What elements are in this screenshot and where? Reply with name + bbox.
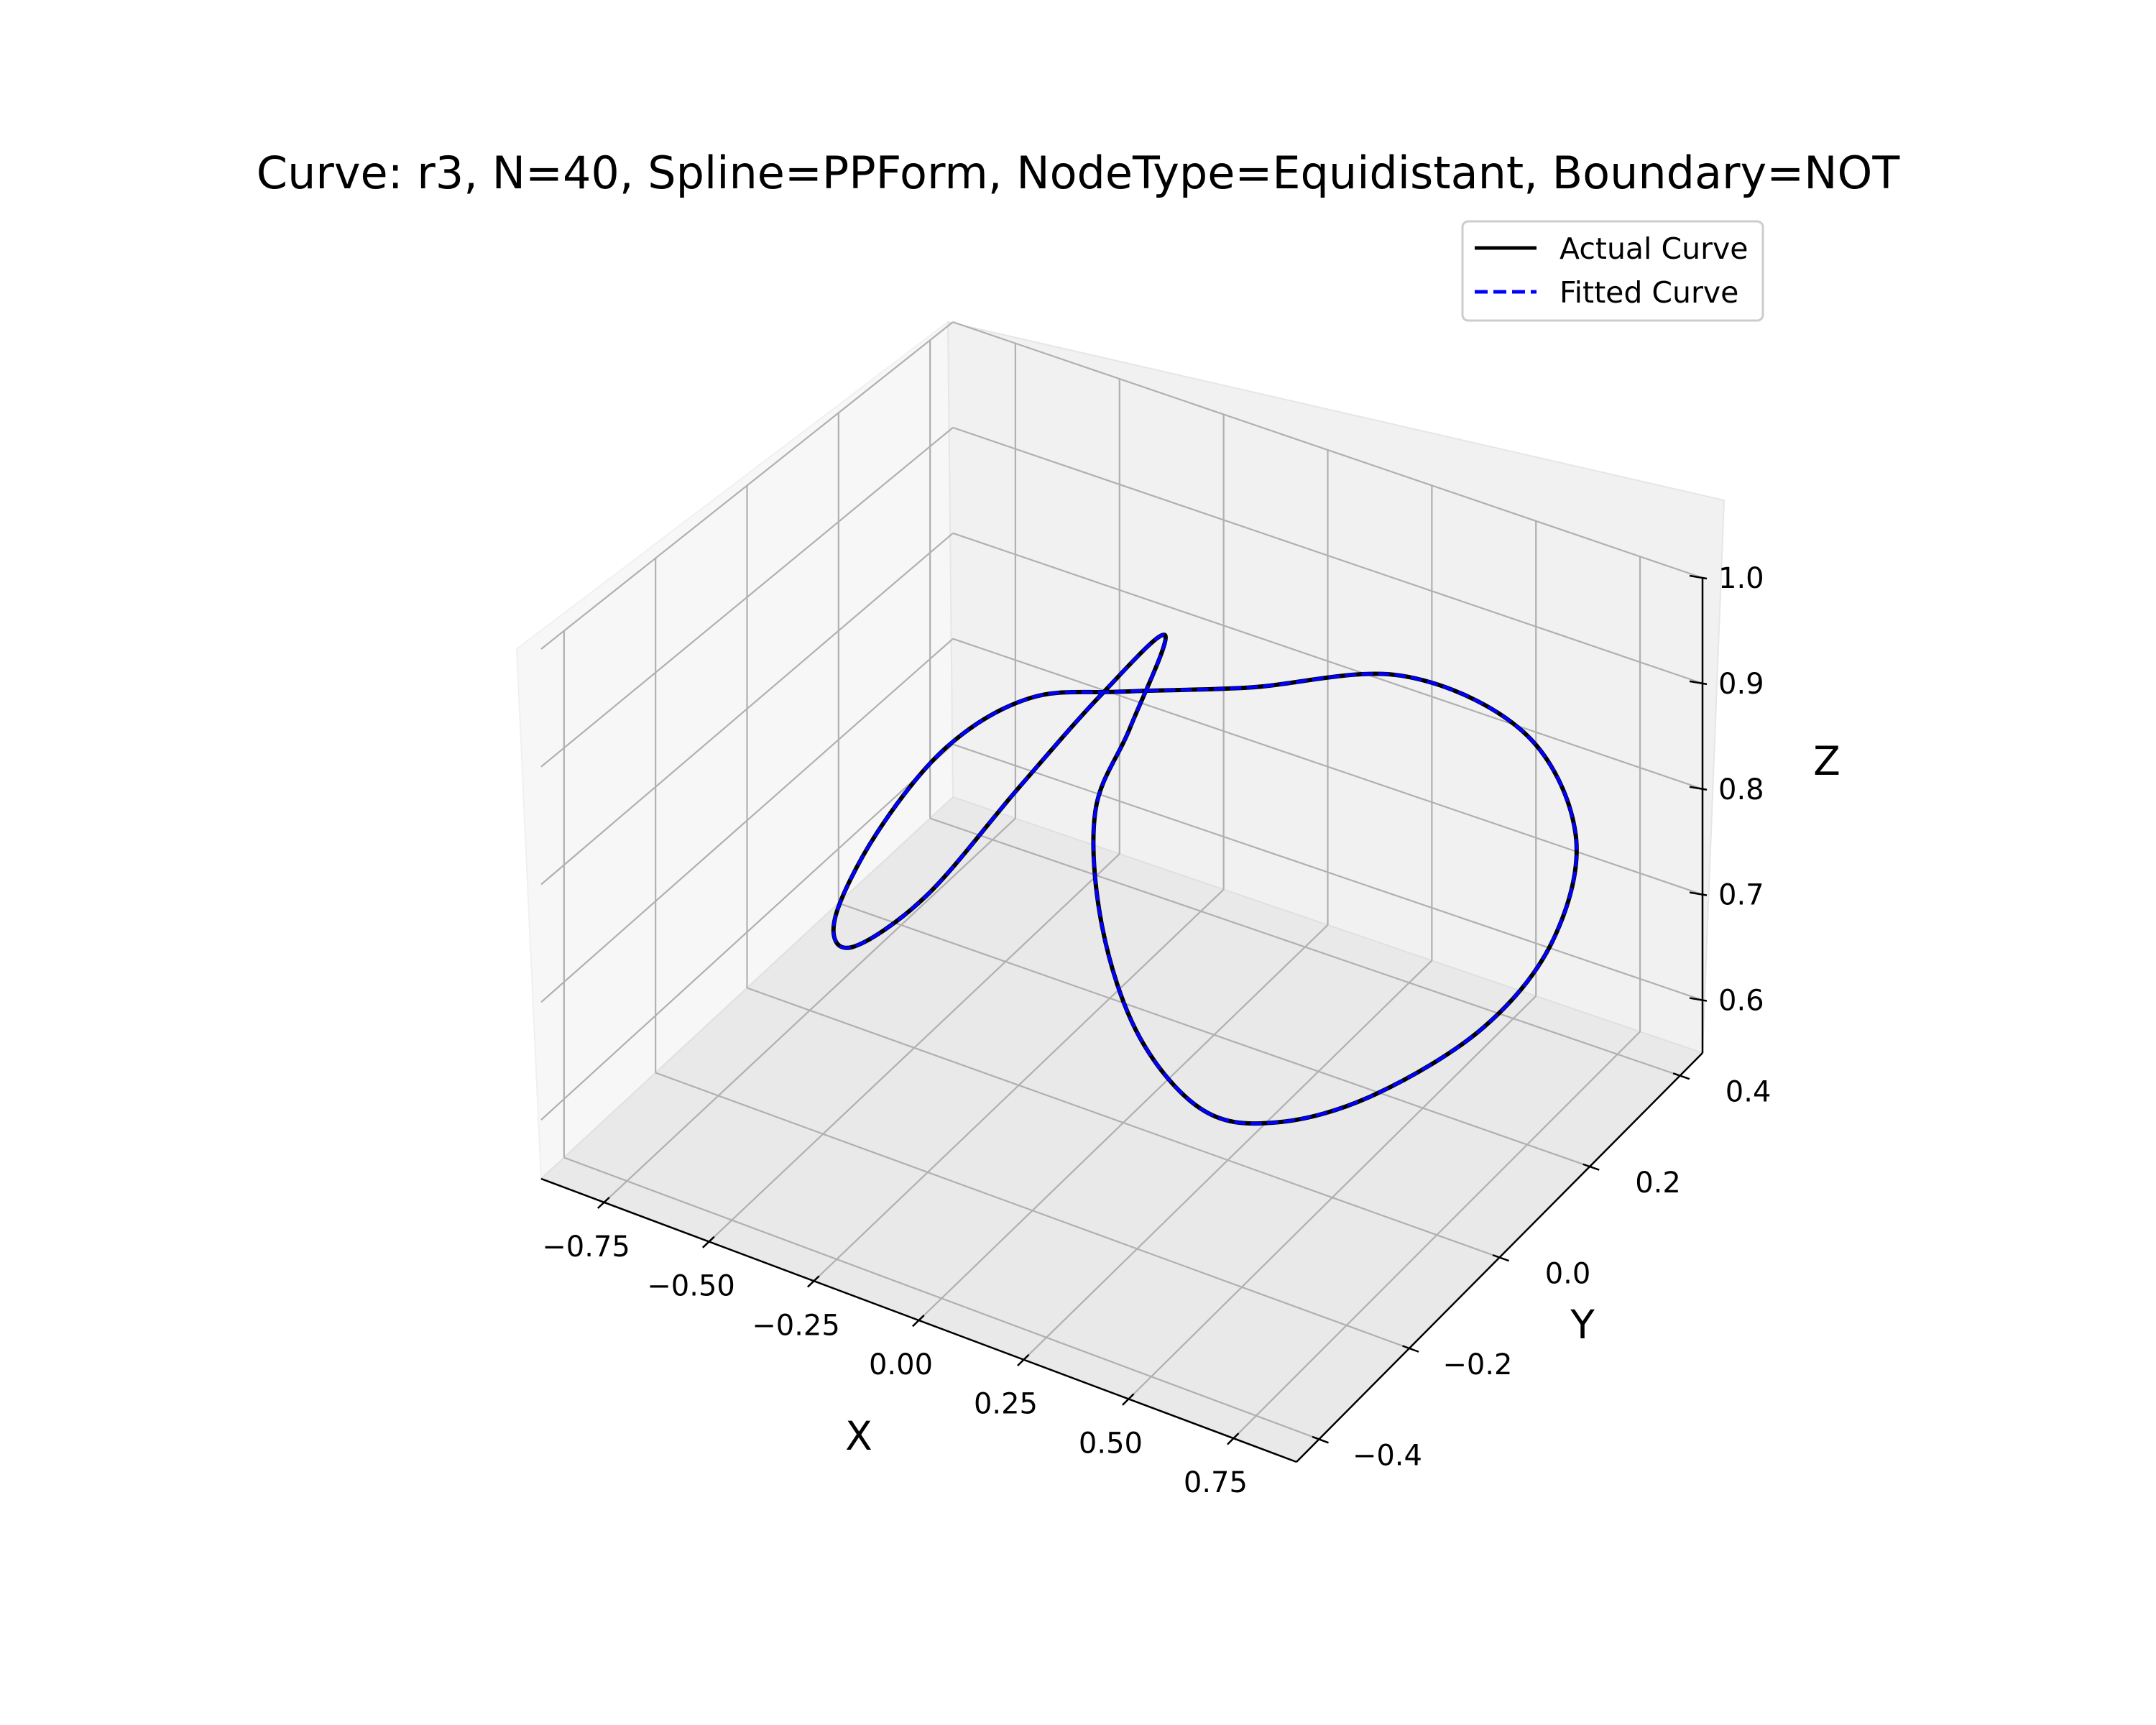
x-axis-label: X [845, 1413, 872, 1459]
y-tick [1402, 1345, 1419, 1353]
x-tick [1017, 1353, 1030, 1367]
x-tick-label: 0.50 [1079, 1427, 1143, 1460]
series-lines [831, 632, 1579, 1126]
axis-ticks: −0.75 −0.50 −0.25 0.00 0.25 0.50 0.75 −0.4 −0.2 0… [542, 562, 1771, 1499]
y-grid-floor [655, 1072, 1410, 1349]
y-tick [1492, 1254, 1510, 1262]
legend: Actual Curve Fitted Curve [1461, 220, 1764, 322]
z-tick [1689, 574, 1708, 580]
x-tick-label: −0.25 [752, 1309, 840, 1342]
x-tick-label: 0.25 [974, 1388, 1038, 1421]
legend-frame [1461, 220, 1764, 322]
z-axis-label: Z [1813, 738, 1841, 784]
axes-panes [515, 321, 1726, 1463]
z-tick-label: 0.6 [1718, 985, 1764, 1018]
x-tick [596, 1197, 610, 1209]
y-tick-label: 0.4 [1726, 1076, 1772, 1109]
x-tick-label: −0.50 [647, 1270, 735, 1303]
z-grid-right-wall [952, 532, 1703, 790]
z-tick-label: 1.0 [1718, 562, 1764, 595]
z-grid-left-wall [540, 532, 954, 886]
z-grid-left-wall [540, 638, 954, 1003]
x-tick-label: 0.00 [869, 1348, 933, 1381]
y-axis-label: Y [1570, 1302, 1595, 1348]
z-grid-right-wall [952, 321, 1703, 579]
z-tick-label: 0.9 [1718, 668, 1764, 701]
x-tick [1227, 1432, 1240, 1445]
fitted-curve-line [831, 632, 1579, 1126]
z-grid-left-wall [540, 321, 954, 650]
z-grid-left-wall [540, 427, 954, 768]
y-tick [1312, 1435, 1329, 1444]
z-tick [1689, 891, 1708, 896]
z-tick-label: 0.8 [1718, 773, 1764, 806]
z-tick [1689, 997, 1708, 1002]
chart-title: Curve: r3, N=40, Spline=PPForm, NodeType… [257, 147, 1901, 199]
z-grid-left-wall [540, 743, 954, 1121]
y-tick [1672, 1072, 1690, 1080]
y-grid-floor [929, 817, 1680, 1077]
y-grid-floor [838, 902, 1590, 1168]
x-tick-label: −0.75 [542, 1230, 630, 1264]
x-tick [806, 1275, 820, 1288]
z-tick-label: 0.7 [1718, 879, 1764, 912]
y-grid-floor [747, 987, 1500, 1259]
grid-lines [540, 321, 1703, 1440]
z-tick [1689, 786, 1708, 791]
y-tick-label: −0.2 [1442, 1348, 1512, 1381]
x-tick [701, 1236, 715, 1248]
y-tick-label: 0.0 [1545, 1258, 1591, 1291]
y-tick [1583, 1163, 1600, 1171]
x-tick-label: 0.75 [1184, 1466, 1248, 1499]
y-grid-floor [563, 1156, 1319, 1440]
legend-label-actual: Actual Curve [1560, 231, 1748, 266]
legend-label-fitted: Fitted Curve [1560, 275, 1738, 310]
y-tick-label: −0.4 [1353, 1439, 1422, 1472]
z-grid-right-wall [952, 426, 1703, 684]
z-grid-right-wall [952, 743, 1703, 1001]
y-tick-label: 0.2 [1635, 1167, 1681, 1200]
z-tick [1689, 680, 1708, 686]
x-tick [912, 1315, 925, 1328]
x-tick [1122, 1393, 1135, 1406]
